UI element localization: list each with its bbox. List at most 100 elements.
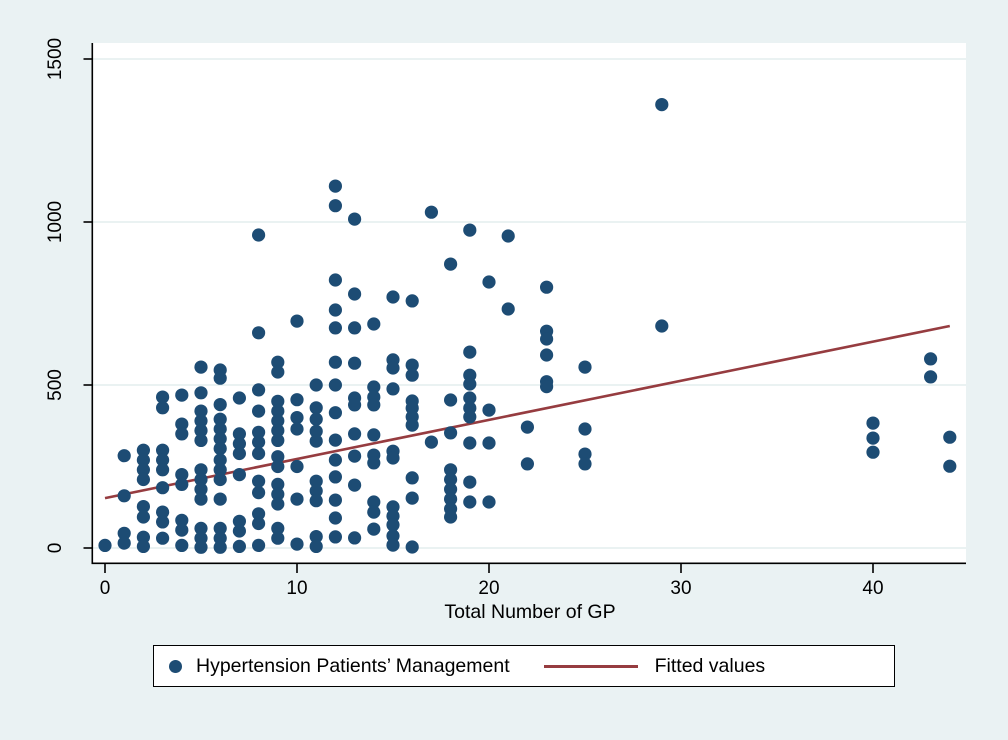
data-point [444,426,458,440]
data-point [194,433,208,447]
data-point [156,515,170,529]
data-point [194,424,208,438]
data-point [463,223,477,237]
data-point [156,390,170,404]
data-point [156,453,170,467]
data-point [232,427,246,441]
data-point [444,257,458,271]
data-point [328,355,342,369]
data-point [348,321,362,335]
data-point [309,434,323,448]
data-point [252,538,266,553]
data-point [194,521,208,536]
data-point [271,497,285,511]
data-point [175,523,189,537]
data-point [482,436,496,450]
data-point [463,377,477,391]
data-point [194,414,208,428]
data-point [367,495,381,509]
data-point [98,538,112,553]
data-point [463,410,477,424]
data-point [924,370,938,384]
data-point [156,505,170,519]
data-point [252,516,266,531]
data-point [540,380,554,394]
data-point [309,424,323,438]
data-point [136,500,150,514]
data-point [290,492,304,506]
y-tick-label: 500 [45,369,66,401]
data-point [213,398,227,412]
data-point [271,433,285,447]
fitted-line-segment [104,324,951,500]
data-point [328,530,342,544]
data-point [213,492,227,506]
data-point [386,529,400,543]
data-point [175,468,189,482]
data-point [520,457,535,471]
data-point [232,539,246,554]
data-point [271,365,285,379]
data-point [213,472,227,487]
data-point [232,391,246,405]
data-point [213,412,227,426]
data-point [328,321,342,335]
data-point [271,424,285,438]
data-point [271,414,285,428]
data-point [309,494,323,508]
data-point [348,287,362,301]
data-point [213,432,227,446]
data-point [156,443,170,457]
data-point [271,521,285,536]
data-point [136,539,150,554]
plot-background [93,43,966,563]
data-point [252,507,266,521]
data-point [463,345,477,359]
data-point [328,433,342,447]
data-point [405,418,419,432]
data-point [328,511,342,525]
data-point [866,416,880,430]
data-point [175,417,189,431]
data-point [194,360,208,374]
x-tick-label: 30 [670,578,692,599]
data-point [386,382,400,396]
data-point [156,481,170,495]
data-point [482,275,496,289]
data-point [328,453,342,467]
scatter-points [98,98,957,554]
data-point [328,493,342,507]
data-point [117,489,131,503]
scatter-marker-icon [169,659,182,673]
data-point [175,427,189,441]
data-point [232,514,246,528]
data-point [309,378,323,392]
data-point [655,319,669,333]
data-point [290,411,304,425]
y-tick-label: 1000 [45,200,66,244]
data-point [367,398,381,412]
data-point [252,383,266,397]
data-point [213,453,227,467]
data-point [367,522,381,536]
data-point [386,518,400,532]
data-point [348,427,362,441]
data-point [175,477,189,491]
data-point [405,294,419,308]
data-point [309,539,323,554]
data-point [252,326,266,340]
data-point [424,205,438,219]
data-point [290,422,304,436]
data-point [194,492,208,506]
data-point [309,474,323,488]
data-point [194,404,208,418]
data-point [117,526,131,540]
data-point [348,212,362,226]
data-point [194,472,208,487]
data-point [136,453,150,467]
data-point [328,303,342,317]
data-point [194,463,208,477]
data-point [252,446,266,461]
data-point [578,447,592,461]
data-point [328,273,342,287]
